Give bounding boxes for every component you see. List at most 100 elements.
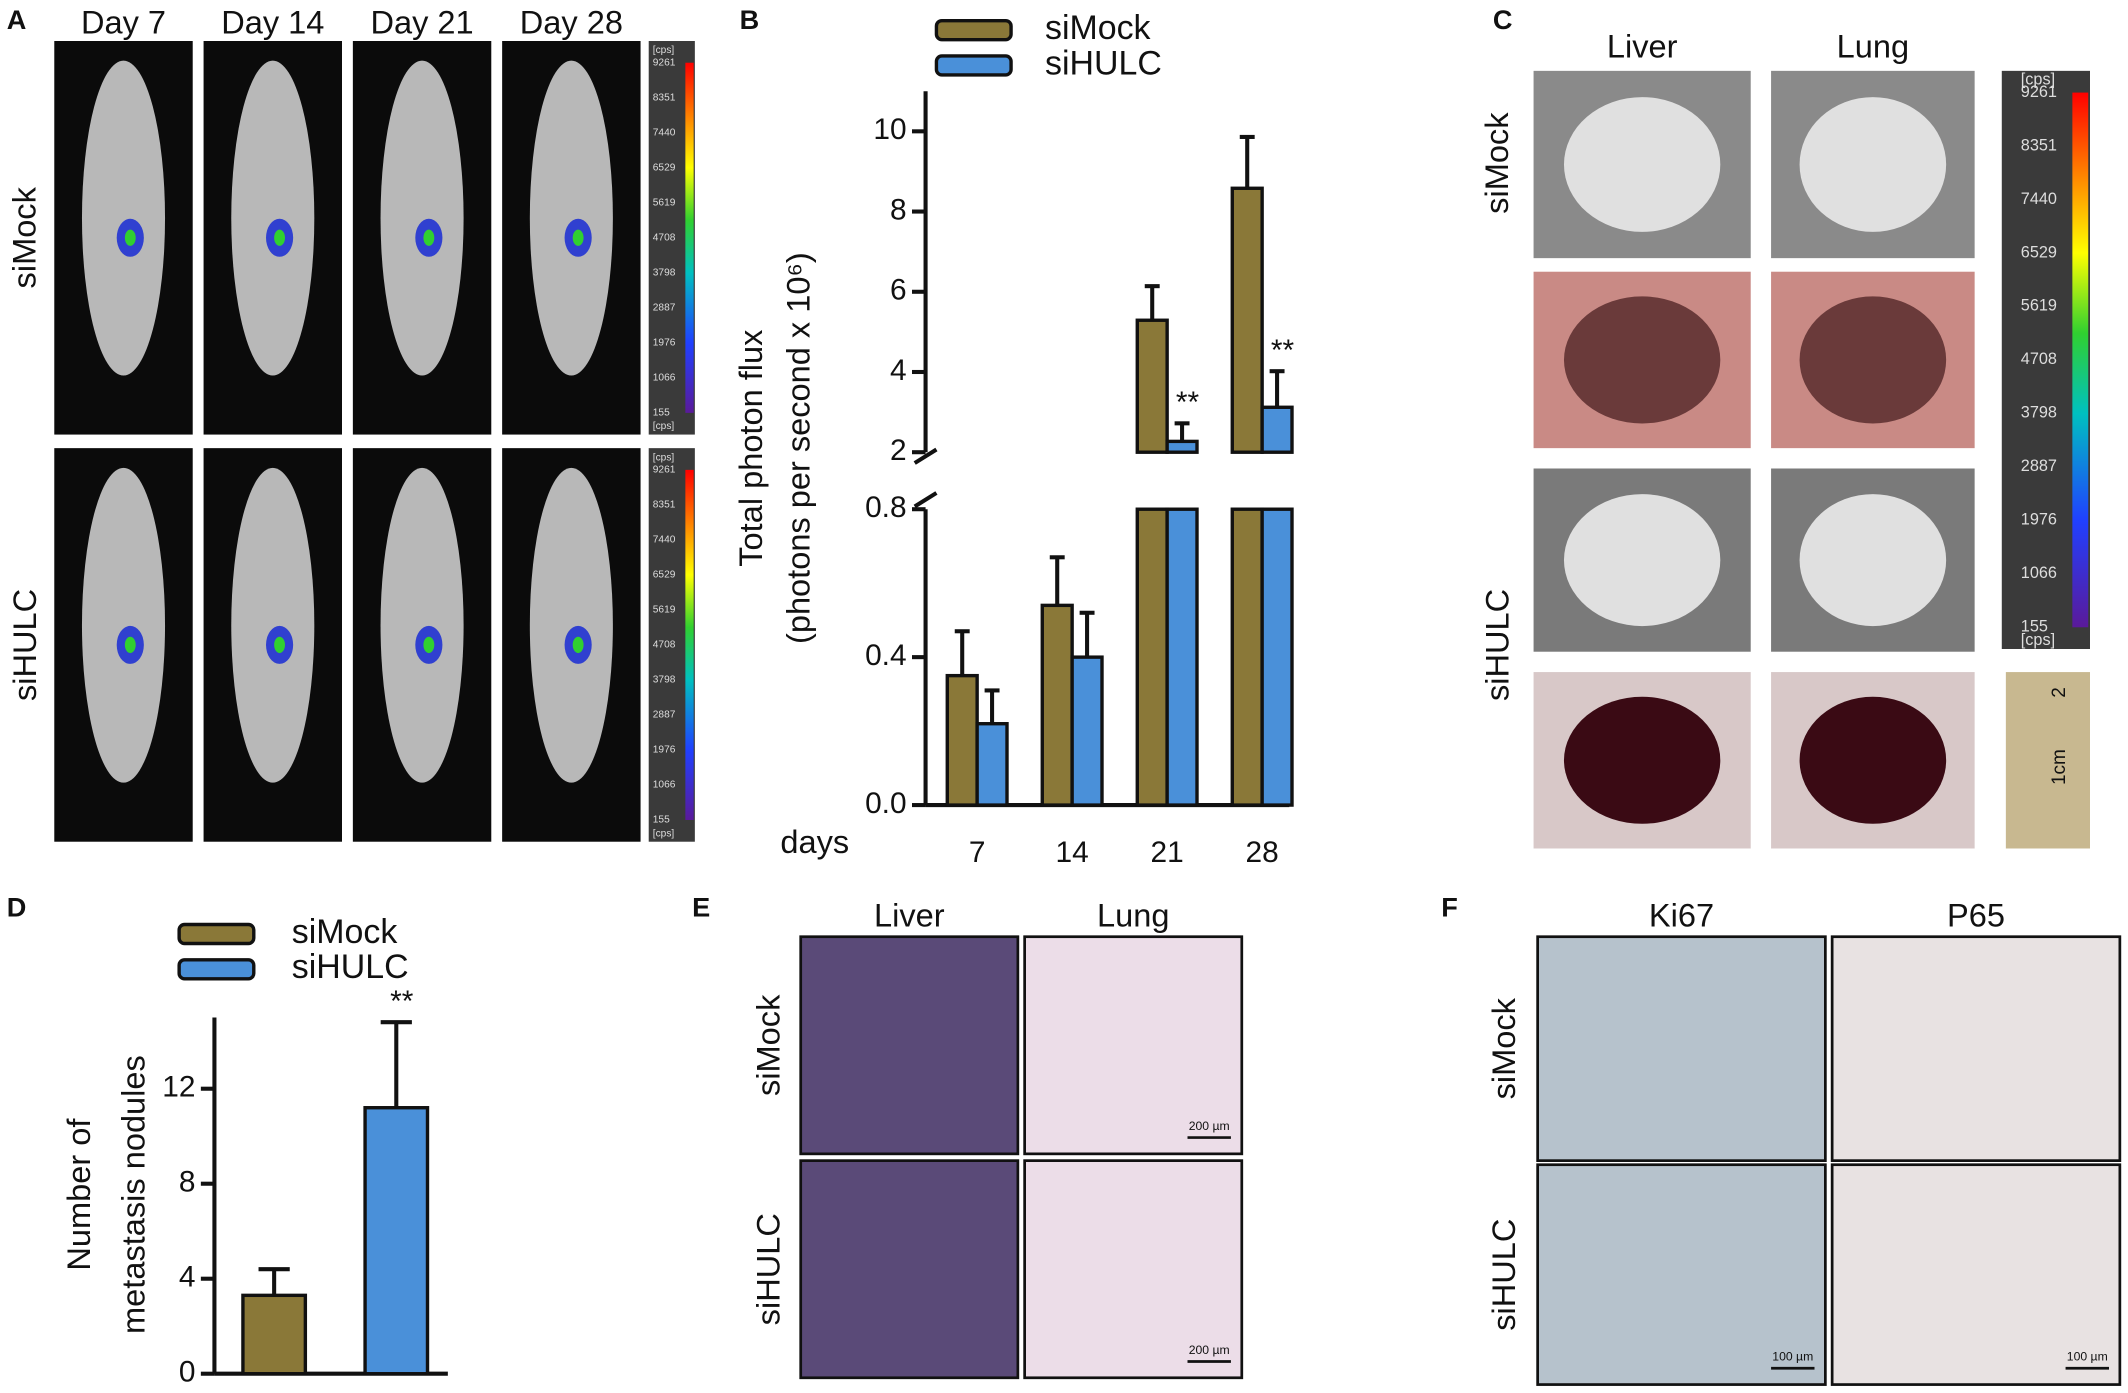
row-label: siMock [1486, 997, 1522, 1099]
column-header: Day 21 [370, 4, 473, 40]
bar [1165, 439, 1199, 454]
mouse-silhouette [231, 467, 315, 783]
column-header: Lung [1837, 29, 1909, 65]
mouse-silhouette [380, 60, 464, 376]
axis-break [913, 447, 938, 465]
y-axis-label: metastasis nodules [115, 1055, 151, 1334]
mouse-silhouette [81, 467, 166, 783]
bar [1230, 186, 1264, 454]
column-header: Day 7 [81, 4, 166, 40]
column-header: Liver [1607, 29, 1678, 65]
y-tick-label: 0.8 [865, 491, 906, 524]
x-axis-label: days [780, 824, 849, 860]
x-tick-label: 14 [1056, 836, 1089, 869]
bar [1165, 507, 1199, 807]
y-tick-label: 12 [162, 1071, 195, 1104]
signal-core [274, 636, 285, 654]
bar [241, 1293, 308, 1376]
bar [1260, 507, 1294, 807]
scale-bar-label: 200 µm [1189, 1119, 1230, 1133]
colorbar-unit: [cps] [2021, 71, 2055, 89]
bar [1070, 655, 1104, 807]
y-tick-label: 6 [890, 274, 907, 307]
signal-core [124, 229, 136, 246]
signal-core [423, 636, 435, 654]
micrograph [799, 1159, 1020, 1380]
organ [1563, 296, 1721, 424]
column-header: P65 [1947, 897, 2005, 933]
colorbar-tick-label: 9261 [653, 57, 676, 68]
colorbar-tick-label: 5619 [2021, 297, 2057, 315]
micrograph [1023, 935, 1244, 1156]
row-label: siHULC [1479, 589, 1515, 701]
panel-label: C [1493, 4, 1513, 35]
bar [1260, 405, 1294, 454]
colorbar-tick-label: 7440 [2021, 190, 2057, 208]
organ [1799, 494, 1947, 627]
row-label: siHULC [1486, 1219, 1522, 1331]
colorbar-gradient [685, 62, 694, 413]
mouse-silhouette [529, 60, 613, 376]
colorbar-tick-label: 2887 [653, 302, 676, 313]
colorbar-tick-label: 8351 [653, 500, 676, 511]
x-tick-label: 7 [969, 836, 986, 869]
panel-label: F [1441, 892, 1458, 923]
scale-bar-label: 100 µm [2067, 1350, 2108, 1364]
signal-core [572, 636, 584, 654]
signal-core [274, 229, 285, 246]
legend-label: siHULC [1045, 44, 1162, 82]
signal-core [423, 229, 435, 246]
colorbar-unit: [cps] [2021, 631, 2055, 649]
column-header: Liver [874, 897, 945, 933]
colorbar-unit: [cps] [653, 828, 675, 839]
scale-bar-label: 200 µm [1189, 1343, 1230, 1357]
organ [1563, 494, 1721, 627]
y-tick-label: 4 [890, 354, 907, 387]
bar [1230, 507, 1264, 807]
column-header: Lung [1097, 897, 1169, 933]
colorbar-tick-label: 6529 [653, 570, 676, 581]
row-label: siHULC [7, 589, 43, 701]
organ [1799, 696, 1947, 824]
column-header: Day 14 [221, 4, 324, 40]
colorbar-tick-label: 1066 [653, 373, 676, 384]
micrograph [1536, 935, 1827, 1162]
legend-swatch [934, 18, 1013, 42]
colorbar-tick-label: 6529 [653, 162, 676, 173]
significance: ** [1271, 334, 1295, 367]
colorbar-tick-label: 7440 [653, 127, 676, 138]
row-label: siMock [7, 186, 43, 288]
colorbar-tick-label: 2887 [2021, 457, 2057, 475]
colorbar-gradient [685, 469, 694, 820]
colorbar-tick-label: 9261 [2021, 83, 2057, 101]
y-axis-label: Total photon flux [733, 330, 769, 567]
signal-core [572, 229, 584, 246]
y-tick-label: 10 [873, 113, 906, 146]
organ [1563, 97, 1721, 232]
colorbar-tick-label: 1976 [653, 338, 676, 349]
colorbar-tick-label: 155 [2021, 618, 2048, 636]
colorbar-gradient [2072, 92, 2089, 628]
colorbar-tick-label: 3798 [2021, 404, 2057, 422]
legend-swatch [177, 958, 256, 981]
colorbar-tick-label: 8351 [653, 92, 676, 103]
bar [975, 722, 1009, 807]
row-label: siMock [1479, 112, 1515, 214]
legend-label: siMock [292, 913, 398, 951]
micrograph [1023, 1159, 1244, 1380]
panel-label: E [692, 892, 710, 923]
bar [1135, 507, 1169, 807]
colorbar-tick-label: 5619 [653, 197, 676, 208]
colorbar-tick-label: 7440 [653, 535, 676, 546]
row-label: siHULC [750, 1213, 786, 1325]
colorbar-tick-label: 9261 [653, 465, 676, 476]
colorbar-unit: [cps] [653, 452, 675, 463]
colorbar-tick-label: 155 [653, 408, 670, 419]
colorbar-tick-label: 5619 [653, 605, 676, 616]
colorbar-unit: [cps] [653, 421, 675, 432]
axis-break [913, 491, 938, 509]
colorbar-tick-label: 3798 [653, 267, 676, 278]
legend-label: siHULC [292, 948, 409, 986]
y-tick-label: 4 [179, 1261, 196, 1294]
